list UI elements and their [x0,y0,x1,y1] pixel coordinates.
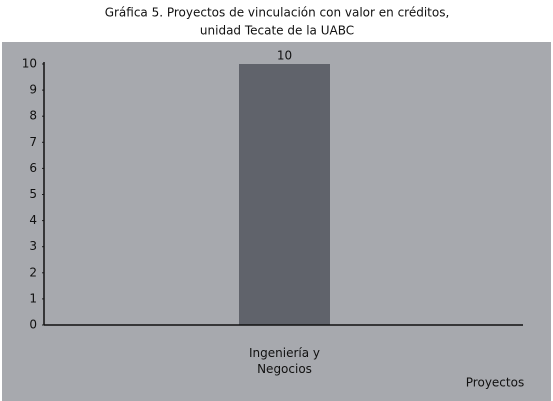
x-axis-title: Proyectos [466,376,524,390]
chart-title: Gráfica 5. Proyectos de vinculación con … [105,6,450,20]
y-tick-label: 10 [22,57,37,71]
bar [239,64,330,325]
y-tick-label: 2 [29,265,37,279]
y-tick-label: 5 [29,187,37,201]
y-tick-label: 7 [29,135,37,149]
y-tick-label: 3 [29,239,37,253]
y-tick-label: 6 [29,161,37,175]
y-tick-label: 0 [29,318,37,332]
y-tick-label: 1 [29,291,37,305]
data-label: 10 [277,49,292,63]
y-tick-label: 9 [29,83,37,97]
y-tick-label: 4 [29,213,37,227]
chart-title: unidad Tecate de la UABC [200,24,354,38]
x-tick-label: Ingeniería y Negocios [248,346,320,376]
y-tick-label: 8 [29,109,37,123]
